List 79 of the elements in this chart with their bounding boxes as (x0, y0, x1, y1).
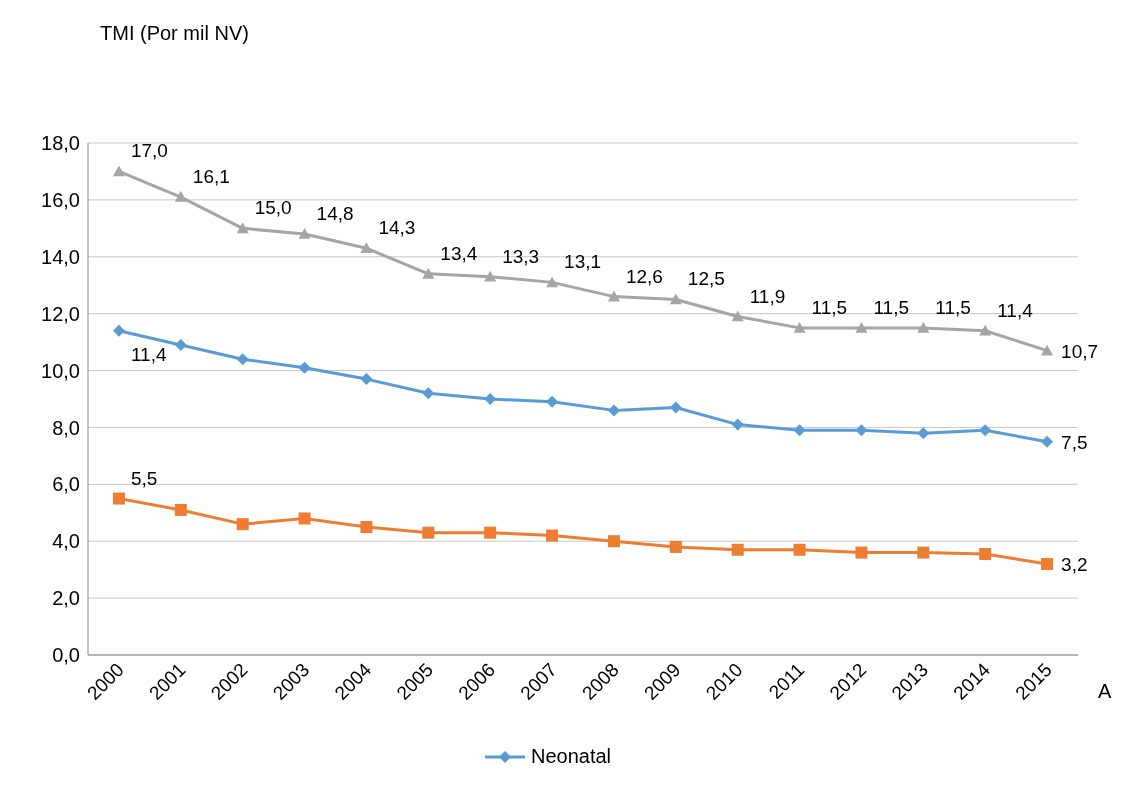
point (917, 427, 930, 440)
point (607, 404, 620, 417)
point (917, 546, 930, 559)
x-axis-title: A (1098, 680, 1112, 703)
point (298, 512, 311, 525)
point (422, 387, 435, 400)
point (174, 338, 187, 351)
point (979, 548, 992, 561)
data-label: 11,4 (130, 343, 167, 365)
point (360, 521, 373, 533)
point (360, 242, 373, 254)
point (731, 310, 744, 322)
point (174, 191, 187, 202)
point (917, 321, 930, 333)
point (298, 361, 311, 374)
y-tick-label: 2,0 (52, 587, 80, 610)
point (112, 165, 125, 177)
y-tick-label: 0,0 (52, 644, 80, 667)
point (360, 373, 373, 386)
point (979, 424, 992, 437)
data-label: 14,8 (316, 203, 354, 225)
point (793, 543, 806, 556)
data-label: 15,0 (254, 197, 292, 219)
data-label: 3,2 (1061, 553, 1088, 575)
y-axis-title: TMI (Por mil NV) (100, 22, 249, 45)
data-label: 11,9 (749, 285, 786, 307)
point (1041, 435, 1054, 448)
y-tick-label: 8,0 (52, 416, 80, 439)
y-tick-label: 16,0 (41, 188, 80, 211)
point (855, 321, 868, 333)
point (546, 276, 559, 288)
point (236, 518, 249, 531)
data-label: 5,5 (130, 467, 158, 489)
data-label: 12,6 (625, 265, 663, 287)
point (174, 503, 187, 516)
data-label: 11,5 (811, 296, 848, 318)
data-label: 11,5 (873, 296, 910, 318)
point (793, 321, 806, 333)
point (793, 424, 806, 437)
point (669, 401, 682, 414)
point (1041, 344, 1054, 356)
point (546, 529, 559, 542)
point (731, 543, 744, 556)
data-label: 12,5 (687, 268, 725, 290)
point (669, 540, 682, 553)
point (546, 395, 559, 408)
point (112, 492, 125, 505)
data-label: 13,1 (564, 251, 602, 273)
data-label: 14,3 (378, 217, 416, 239)
data-label: 17,0 (130, 140, 168, 162)
legend-label: Neonatal (530, 745, 612, 768)
y-tick-label: 10,0 (41, 359, 80, 382)
y-tick-label: 4,0 (52, 530, 80, 553)
point (731, 418, 744, 431)
data-label: 10,7 (1061, 340, 1099, 362)
point (607, 290, 620, 302)
data-label: 11,4 (997, 299, 1034, 321)
y-tick-label: 14,0 (41, 245, 80, 268)
data-label: 16,1 (192, 166, 230, 188)
point (236, 353, 249, 366)
point (1041, 557, 1054, 570)
point (112, 324, 125, 337)
point (607, 535, 620, 548)
y-tick-label: 18,0 (41, 132, 80, 155)
point (484, 270, 497, 282)
y-tick-label: 12,0 (41, 302, 80, 325)
data-label: 11,5 (935, 296, 971, 318)
point (484, 526, 497, 539)
point (422, 526, 435, 539)
point (422, 267, 435, 279)
data-label: 7,5 (1061, 431, 1088, 453)
data-label: 13,4 (440, 242, 478, 264)
point (669, 293, 682, 305)
point (855, 546, 868, 559)
point (298, 228, 311, 239)
point (236, 222, 249, 234)
data-label: 13,3 (502, 245, 540, 267)
point (979, 324, 992, 336)
y-tick-label: 6,0 (52, 473, 80, 496)
